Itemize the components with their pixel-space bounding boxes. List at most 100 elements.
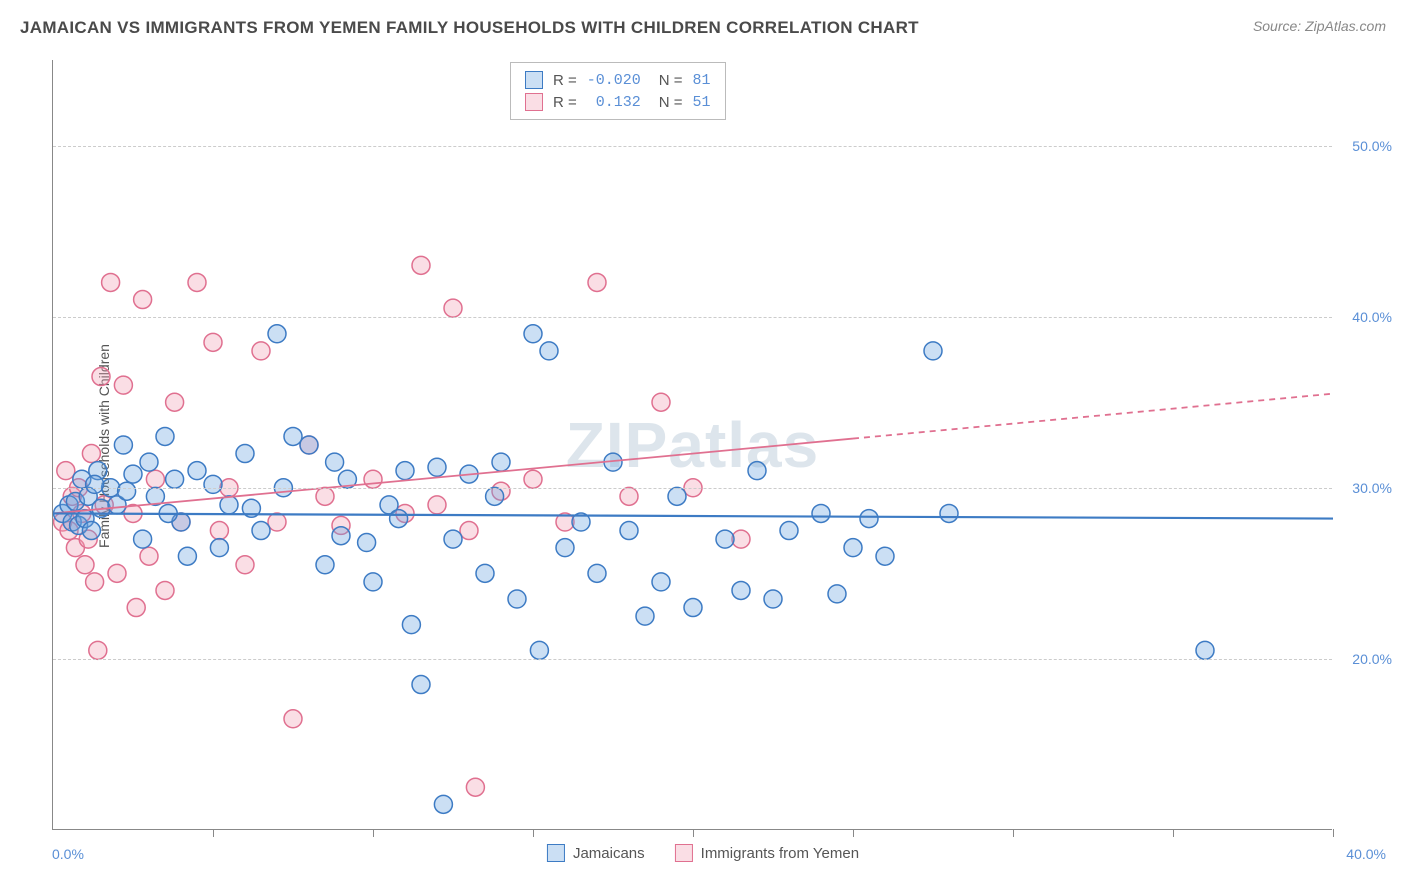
scatter-point xyxy=(428,458,446,476)
xtick xyxy=(373,829,374,837)
scatter-point xyxy=(124,465,142,483)
scatter-point xyxy=(652,573,670,591)
scatter-point xyxy=(588,564,606,582)
scatter-point xyxy=(156,427,174,445)
scatter-point xyxy=(492,453,510,471)
scatter-point xyxy=(716,530,734,548)
scatter-point xyxy=(236,556,254,574)
scatter-point xyxy=(390,510,408,528)
scatter-point xyxy=(127,599,145,617)
trend-line-dashed xyxy=(853,394,1333,439)
scatter-point xyxy=(460,522,478,540)
scatter-point xyxy=(268,325,286,343)
scatter-point xyxy=(188,273,206,291)
scatter-point xyxy=(530,641,548,659)
r-label: R = xyxy=(553,94,577,111)
scatter-point xyxy=(92,368,110,386)
scatter-point xyxy=(444,530,462,548)
scatter-point xyxy=(444,299,462,317)
x-axis-start-label: 0.0% xyxy=(52,846,84,862)
r-label: R = xyxy=(553,72,577,89)
scatter-point xyxy=(268,513,286,531)
scatter-point xyxy=(1196,641,1214,659)
n-label: N = xyxy=(659,94,683,111)
ytick-label: 30.0% xyxy=(1337,480,1392,496)
scatter-point xyxy=(540,342,558,360)
scatter-point xyxy=(748,462,766,480)
scatter-point xyxy=(364,573,382,591)
scatter-point xyxy=(588,273,606,291)
scatter-point xyxy=(828,585,846,603)
scatter-point xyxy=(684,599,702,617)
scatter-point xyxy=(82,522,100,540)
scatter-point xyxy=(876,547,894,565)
stats-swatch-blue xyxy=(525,71,543,89)
scatter-point xyxy=(326,453,344,471)
n-value-series2: 51 xyxy=(693,94,711,111)
ytick-label: 40.0% xyxy=(1337,309,1392,325)
n-label: N = xyxy=(659,72,683,89)
xtick xyxy=(1013,829,1014,837)
scatter-point xyxy=(556,539,574,557)
n-value-series1: 81 xyxy=(693,72,711,89)
xtick xyxy=(853,829,854,837)
scatter-point xyxy=(114,376,132,394)
r-value-series2: 0.132 xyxy=(587,94,641,111)
scatter-point xyxy=(114,436,132,454)
xtick xyxy=(693,829,694,837)
scatter-point xyxy=(940,504,958,522)
scatter-point xyxy=(210,522,228,540)
scatter-point xyxy=(508,590,526,608)
scatter-point xyxy=(82,445,100,463)
trend-line xyxy=(53,513,1333,518)
scatter-point xyxy=(732,581,750,599)
scatter-point xyxy=(140,453,158,471)
scatter-point xyxy=(118,482,136,500)
chart-title: JAMAICAN VS IMMIGRANTS FROM YEMEN FAMILY… xyxy=(20,18,919,38)
scatter-point xyxy=(364,470,382,488)
stats-swatch-pink xyxy=(525,93,543,111)
legend-label-series1: Jamaicans xyxy=(573,845,645,862)
stats-row-series1: R = -0.020 N = 81 xyxy=(525,69,711,91)
scatter-point xyxy=(134,530,152,548)
scatter-point xyxy=(166,470,184,488)
plot-area: ZIPatlas 20.0%30.0%40.0%50.0% xyxy=(52,60,1332,830)
scatter-point xyxy=(252,522,270,540)
source-attribution: Source: ZipAtlas.com xyxy=(1253,18,1386,34)
scatter-point xyxy=(486,487,504,505)
scatter-point xyxy=(764,590,782,608)
scatter-point xyxy=(428,496,446,514)
scatter-svg xyxy=(53,60,1332,829)
scatter-point xyxy=(57,462,75,480)
xtick xyxy=(533,829,534,837)
legend-item-series2: Immigrants from Yemen xyxy=(675,844,859,862)
legend-swatch-pink xyxy=(675,844,693,862)
scatter-point xyxy=(466,778,484,796)
scatter-point xyxy=(924,342,942,360)
scatter-point xyxy=(332,527,350,545)
scatter-point xyxy=(236,445,254,463)
scatter-point xyxy=(844,539,862,557)
scatter-point xyxy=(89,641,107,659)
scatter-point xyxy=(652,393,670,411)
scatter-point xyxy=(252,342,270,360)
scatter-point xyxy=(178,547,196,565)
scatter-point xyxy=(780,522,798,540)
xtick xyxy=(1173,829,1174,837)
gridline xyxy=(53,488,1332,489)
scatter-point xyxy=(316,487,334,505)
scatter-point xyxy=(358,534,376,552)
scatter-point xyxy=(134,291,152,309)
scatter-point xyxy=(412,676,430,694)
stats-row-series2: R = 0.132 N = 51 xyxy=(525,91,711,113)
stats-box: R = -0.020 N = 81 R = 0.132 N = 51 xyxy=(510,62,726,120)
scatter-point xyxy=(220,496,238,514)
scatter-point xyxy=(102,273,120,291)
xtick xyxy=(213,829,214,837)
gridline xyxy=(53,146,1332,147)
legend-swatch-blue xyxy=(547,844,565,862)
scatter-point xyxy=(412,256,430,274)
scatter-point xyxy=(204,333,222,351)
scatter-point xyxy=(316,556,334,574)
scatter-point xyxy=(524,470,542,488)
